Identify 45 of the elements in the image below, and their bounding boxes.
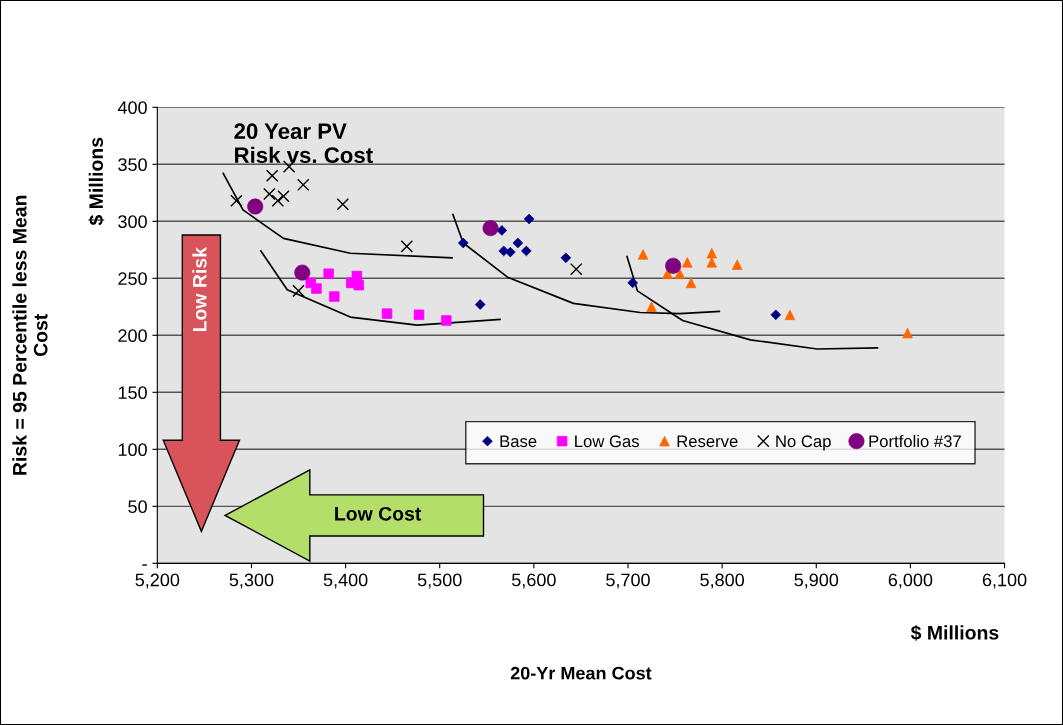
point (569, 262, 583, 276)
point (413, 309, 425, 320)
x-tick-label: 5,500 (417, 573, 462, 589)
point (292, 284, 305, 298)
point (265, 169, 279, 182)
x-tick-label: 5,200 (135, 573, 180, 589)
x-tick-label: 5,300 (229, 573, 274, 589)
text: 20 Year PV Risk vs. Cost (234, 123, 373, 164)
legend-label: Low Gas (575, 435, 639, 448)
line-series (260, 250, 501, 326)
y-tick-label: 400 (117, 101, 147, 115)
x-tick-label: 6,100 (982, 573, 1027, 589)
point (277, 189, 290, 203)
legend-label: Portfolio #37 (869, 434, 961, 448)
x-tick-label: 5,800 (700, 573, 745, 589)
y-axis-title: Risk = 95 Percentile less Mean Cost (12, 195, 48, 475)
annotation: Low Cost (335, 506, 422, 521)
x-axis-title: 20-Yr Mean Cost (510, 666, 652, 680)
line-series (222, 172, 453, 259)
y-tick-label: 150 (118, 386, 147, 400)
annotation: Low Risk (192, 247, 207, 332)
point (400, 240, 414, 253)
y-tick-label: 50 (128, 500, 147, 514)
y-tick-label: - (142, 564, 147, 566)
y-tick-label: 100 (118, 443, 147, 457)
y-tick-label: 300 (118, 215, 147, 229)
x-tick-label: 5,700 (606, 573, 650, 589)
legend-label: No Cap (776, 435, 831, 451)
y-tick-label: 200 (118, 329, 147, 343)
y-tick-label: 250 (118, 272, 147, 286)
point (353, 279, 364, 291)
x-tick-label: 6,000 (888, 573, 933, 589)
point (296, 178, 310, 192)
x-tick-label: 5,600 (512, 573, 556, 589)
y-tick-label: 350 (118, 158, 147, 172)
text: $ Millions (88, 137, 105, 226)
point (263, 187, 276, 201)
legend-label: Base (500, 435, 537, 448)
point (230, 194, 243, 208)
point (336, 197, 350, 211)
point (271, 194, 285, 208)
x-tick-label: 5,400 (323, 573, 368, 589)
text: $ Millions (910, 624, 999, 641)
x-tick-label: 5,900 (794, 573, 839, 589)
legend-label: Reserve (677, 435, 738, 448)
